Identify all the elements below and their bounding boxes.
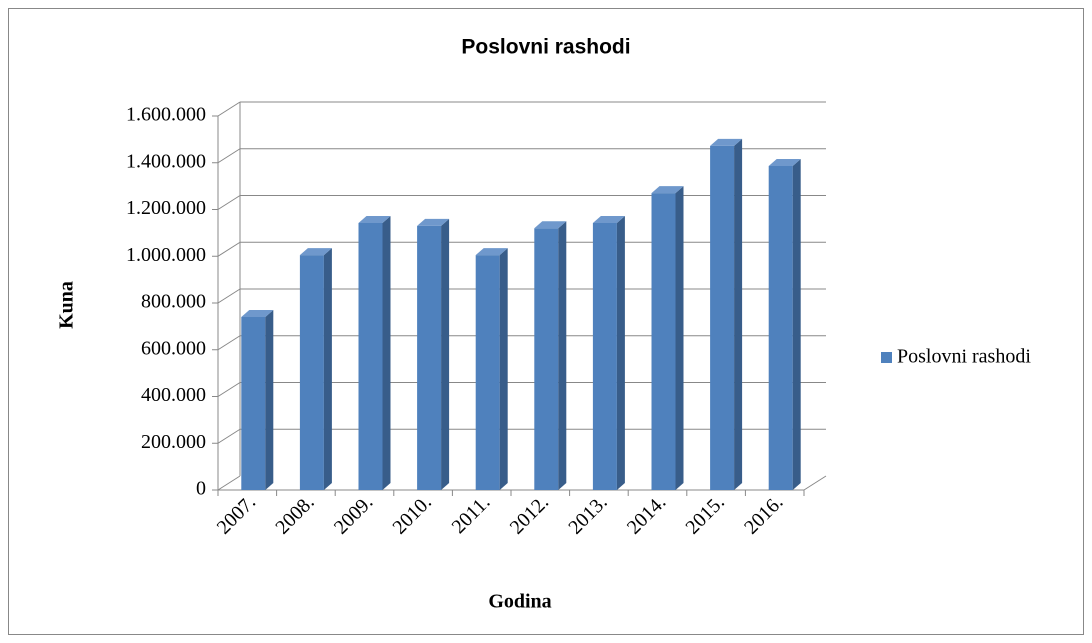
bar-front — [358, 223, 383, 490]
grid-line — [217, 148, 241, 164]
bar-top — [592, 216, 625, 224]
y-tick-label: 1.400.000 — [126, 150, 206, 172]
bar — [768, 159, 801, 490]
bar-top — [710, 138, 743, 146]
bar-top — [417, 218, 450, 226]
bar-side — [265, 310, 274, 490]
floor-side — [803, 475, 827, 491]
y-tick-label: 1.200.000 — [126, 197, 206, 219]
bar — [241, 310, 274, 490]
grid-line — [217, 241, 241, 257]
bar-front — [241, 317, 266, 490]
bar-front — [592, 223, 617, 490]
bar-top — [358, 216, 391, 224]
bar-front — [710, 145, 735, 491]
bar-side — [675, 186, 684, 490]
bar — [651, 186, 684, 490]
y-axis-title: Kuna — [56, 281, 78, 329]
y-tick-label: 0 — [196, 478, 206, 500]
bar-front — [768, 166, 793, 490]
x-axis-title: Godina — [488, 591, 551, 613]
bar-side — [734, 138, 743, 491]
grid-line — [217, 101, 241, 117]
bar-front — [475, 255, 500, 490]
bar — [299, 248, 332, 490]
bar-side — [499, 248, 508, 490]
bar-top — [299, 248, 332, 256]
legend-swatch — [881, 352, 892, 363]
y-tick-label: 600.000 — [141, 337, 206, 359]
bar-front — [534, 228, 559, 490]
y-tick-label: 400.000 — [141, 384, 206, 406]
bar-side — [323, 248, 332, 490]
chart-title: Poslovni rashodi — [461, 36, 630, 59]
y-tick-label: 800.000 — [141, 291, 206, 313]
bar-top — [534, 221, 567, 229]
bar — [592, 216, 625, 490]
grid-line — [217, 288, 241, 304]
bar — [710, 138, 743, 491]
bar — [475, 248, 508, 490]
bar-front — [651, 193, 676, 490]
grid-line — [217, 428, 241, 444]
bar-top — [651, 186, 684, 194]
bar-front — [299, 255, 324, 490]
bar-side — [441, 218, 450, 491]
bar-side — [792, 159, 801, 490]
y-tick-label: 1.600.000 — [126, 104, 206, 126]
bar-top — [241, 310, 274, 318]
bar-top — [475, 248, 508, 256]
legend-label: Poslovni rashodi — [897, 346, 1031, 368]
grid-line — [217, 335, 241, 351]
y-tick-label: 1.000.000 — [126, 244, 206, 266]
bar-side — [558, 221, 567, 490]
bar — [417, 218, 450, 491]
bar-side — [382, 216, 391, 490]
grid-line — [217, 475, 241, 491]
bar-side — [616, 216, 625, 490]
grid-line — [217, 195, 241, 210]
bar-top — [768, 159, 801, 167]
bar — [358, 216, 391, 490]
bar-front — [417, 225, 442, 491]
bar — [534, 221, 567, 490]
y-tick-label: 200.000 — [141, 431, 206, 453]
grid-line — [217, 382, 241, 397]
